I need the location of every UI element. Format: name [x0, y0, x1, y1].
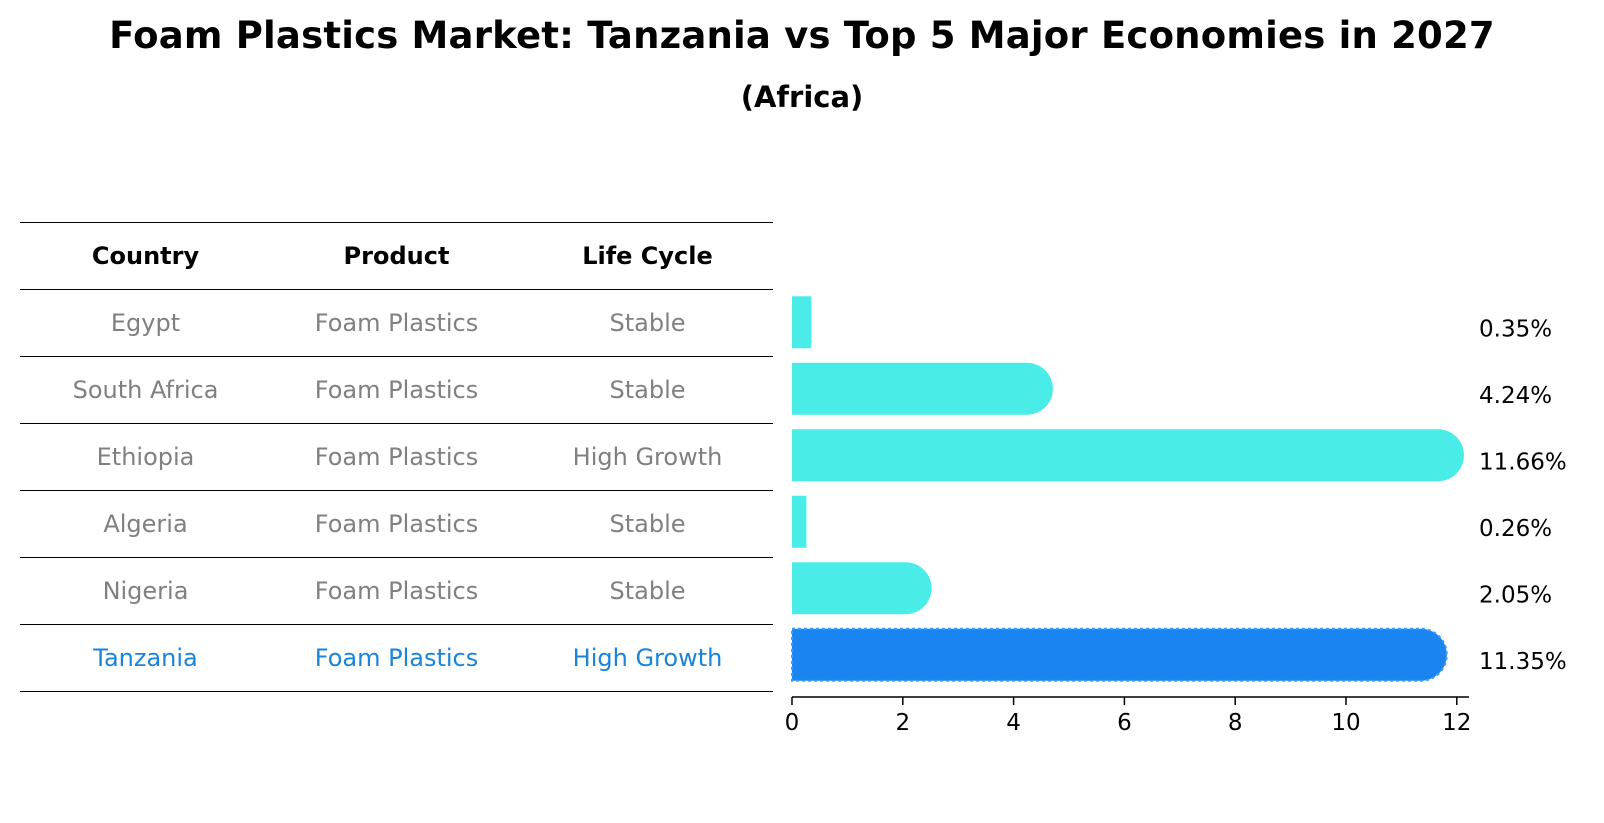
x-tick-label: 4 [1006, 710, 1021, 736]
cell-life-cycle: High Growth [572, 443, 723, 471]
x-tick-label: 6 [1117, 710, 1132, 736]
bar-nigeria [792, 562, 932, 615]
value-label: 11.35% [1479, 649, 1567, 675]
x-tick-label: 2 [895, 710, 910, 736]
bar-algeria [792, 495, 807, 548]
table-row: South Africa Foam Plastics Stable [20, 357, 773, 424]
value-label: 4.24% [1479, 383, 1552, 409]
bar-egypt [792, 296, 812, 349]
cell-product: Foam Plastics [314, 376, 479, 404]
bar-south-africa [792, 362, 1053, 415]
cell-country: Egypt [110, 309, 181, 337]
cell-life-cycle: Stable [609, 510, 686, 538]
x-tick-label: 12 [1442, 710, 1471, 736]
cell-country: Algeria [103, 510, 188, 538]
cell-country: Ethiopia [96, 443, 195, 471]
cell-product: Foam Plastics [314, 443, 479, 471]
cell-product: Foam Plastics [314, 644, 479, 672]
x-tick-label: 8 [1228, 710, 1243, 736]
country-table: Country Product Life Cycle Egypt Foam Pl… [20, 222, 773, 692]
table-row-highlight: Tanzania Foam Plastics High Growth [20, 625, 773, 692]
header-life-cycle: Life Cycle [582, 242, 713, 270]
cell-product: Foam Plastics [314, 510, 479, 538]
cell-product: Foam Plastics [314, 309, 479, 337]
table-row: Ethiopia Foam Plastics High Growth [20, 424, 773, 491]
bar-ethiopia [792, 429, 1464, 482]
cell-country: Tanzania [93, 644, 198, 672]
cell-country: Nigeria [102, 577, 189, 605]
header-country: Country [91, 242, 200, 270]
cell-life-cycle: Stable [609, 309, 686, 337]
value-label: 11.66% [1479, 449, 1567, 475]
table-row: Algeria Foam Plastics Stable [20, 491, 773, 558]
chart-title: Foam Plastics Market: Tanzania vs Top 5 … [109, 14, 1495, 57]
value-label: 0.26% [1479, 516, 1552, 542]
bar-tanzania [791, 627, 1448, 682]
table-row: Nigeria Foam Plastics Stable [20, 558, 773, 625]
cell-country: South Africa [72, 376, 219, 404]
header-product: Product [343, 242, 450, 270]
chart-subtitle: (Africa) [740, 80, 864, 114]
value-label: 2.05% [1479, 582, 1552, 608]
table-header-row: Country Product Life Cycle [20, 222, 773, 290]
cell-life-cycle: High Growth [572, 644, 723, 672]
value-label: 0.35% [1479, 316, 1552, 342]
table-row: Egypt Foam Plastics Stable [20, 290, 773, 357]
x-tick-label: 10 [1331, 710, 1360, 736]
cell-life-cycle: Stable [609, 376, 686, 404]
cell-product: Foam Plastics [314, 577, 479, 605]
x-tick-label: 0 [785, 710, 800, 736]
cell-life-cycle: Stable [609, 577, 686, 605]
